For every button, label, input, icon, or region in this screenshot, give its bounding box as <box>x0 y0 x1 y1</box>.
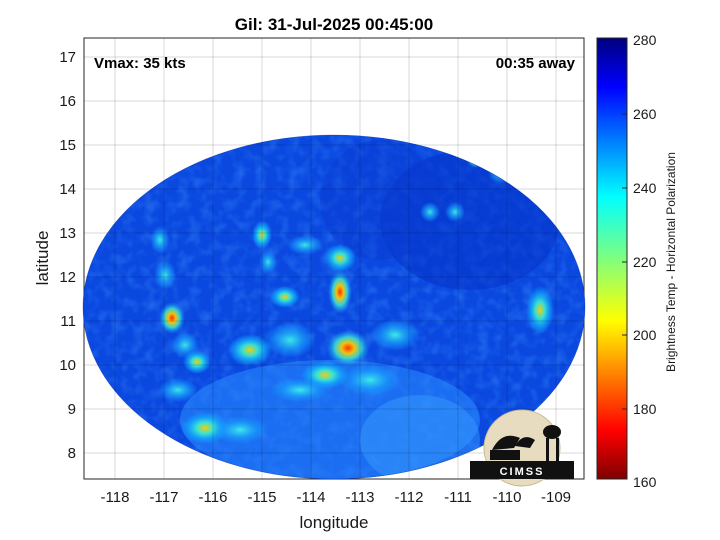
x-tick-label: -115 <box>248 489 277 506</box>
grid-lines <box>84 38 584 479</box>
x-tick-label: -116 <box>199 489 228 506</box>
away-label: 00:35 away <box>496 55 576 72</box>
x-tick-label: -117 <box>150 489 179 506</box>
x-tick-labels: -118 -117 -116 -115 -114 -113 -112 -111 … <box>101 489 571 506</box>
cimss-logo-text: CIMSS <box>500 466 545 478</box>
y-tick-labels: 8 9 10 11 12 13 14 15 16 17 <box>59 49 76 462</box>
y-tick-label: 14 <box>59 181 76 198</box>
colorbar: 280 260 240 220 200 180 160 Brightness T… <box>596 32 678 490</box>
x-tick-label: -113 <box>346 489 375 506</box>
y-tick-label: 13 <box>59 225 76 242</box>
colorbar-tick-label: 240 <box>633 180 657 196</box>
y-tick-label: 11 <box>60 313 76 330</box>
colorbar-tick-label: 220 <box>633 254 657 270</box>
y-tick-label: 15 <box>59 137 76 154</box>
x-tick-label: -114 <box>297 489 326 506</box>
vmax-label: Vmax: 35 kts <box>94 55 186 72</box>
y-tick-label: 8 <box>68 445 76 462</box>
y-axis-label: latitude <box>33 231 52 286</box>
colorbar-tick-label: 200 <box>633 327 657 343</box>
brightness-temp-swath <box>83 135 585 479</box>
colorbar-tick-label: 160 <box>633 474 657 490</box>
y-tick-label: 10 <box>59 357 76 374</box>
colorbar-tick-label: 180 <box>633 401 657 417</box>
y-tick-label: 9 <box>68 401 76 418</box>
colorbar-tick-label: 280 <box>633 32 657 48</box>
cimss-logo: CIMSS <box>470 409 574 487</box>
colorbar-gradient <box>596 37 628 480</box>
y-tick-label: 16 <box>59 93 76 110</box>
y-tick-label: 17 <box>59 49 76 66</box>
x-axis-label: longitude <box>299 513 368 532</box>
colorbar-label: Brightness Temp - Horizontal Polarizatio… <box>664 152 678 372</box>
x-tick-label: -118 <box>101 489 130 506</box>
x-tick-label: -109 <box>541 489 571 506</box>
convection-band-west <box>150 226 268 444</box>
map-title: Gil: 31-Jul-2025 00:45:00 <box>235 15 433 34</box>
convection-band-central <box>228 221 420 402</box>
x-tick-label: -110 <box>493 489 522 506</box>
y-tick-label: 12 <box>59 269 76 286</box>
x-tick-label: -111 <box>444 489 472 506</box>
x-tick-label: -112 <box>395 489 424 506</box>
colorbar-tick-label: 260 <box>633 106 657 122</box>
